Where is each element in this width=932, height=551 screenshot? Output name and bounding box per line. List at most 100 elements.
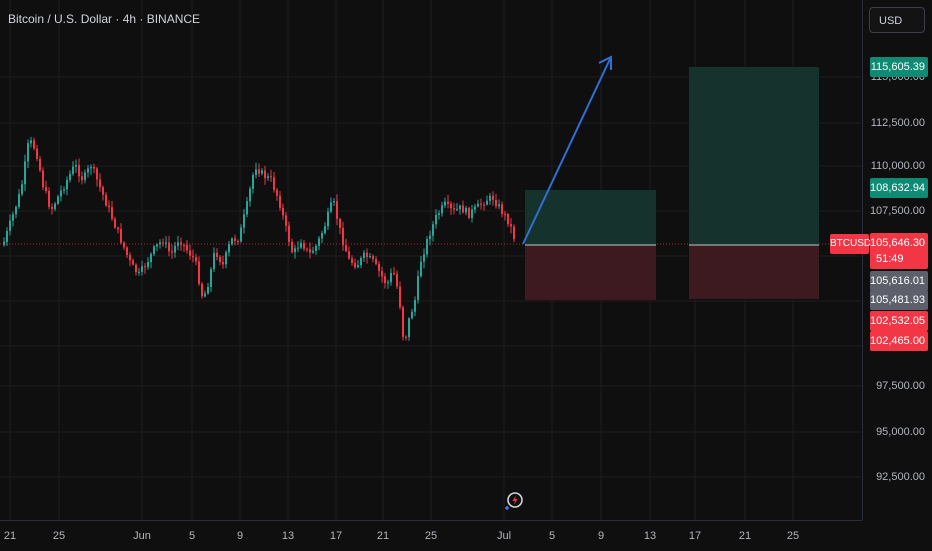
candle-body xyxy=(471,209,473,218)
replay-icon[interactable] xyxy=(505,489,525,511)
candle-body xyxy=(480,203,482,205)
time-axis-label: Jun xyxy=(133,530,151,542)
candle-body xyxy=(9,220,11,231)
time-axis-label: 13 xyxy=(643,530,657,542)
candle-body xyxy=(144,266,146,268)
candle-body xyxy=(123,242,125,248)
candle-body xyxy=(75,165,77,167)
candlestick-series[interactable] xyxy=(3,136,515,341)
candle-body xyxy=(162,242,164,244)
candle-body xyxy=(279,195,281,208)
candle-body xyxy=(78,165,80,177)
time-axis-label: 9 xyxy=(236,530,244,542)
candle-body xyxy=(354,262,356,268)
candle-body xyxy=(261,170,263,174)
symbol-title[interactable]: Bitcoin / U.S. Dollar · 4h · BINANCE xyxy=(8,12,201,26)
candle-body xyxy=(225,252,227,265)
time-axis-label: 21 xyxy=(376,530,390,542)
candle-body xyxy=(441,205,443,214)
candle-body xyxy=(366,252,368,258)
candle-body xyxy=(90,166,92,169)
entry-alt-price-tag: 108,632.94 xyxy=(870,178,928,198)
candle-body xyxy=(186,245,188,251)
candle-body xyxy=(267,176,269,179)
candle-body xyxy=(57,196,59,204)
candle-body xyxy=(348,251,350,259)
candle-body xyxy=(396,273,398,287)
candle-body xyxy=(459,205,461,210)
time-axis-label: 17 xyxy=(688,530,702,542)
candle-body xyxy=(507,213,509,225)
candle-body xyxy=(195,257,197,262)
time-axis-label: 5 xyxy=(548,530,556,542)
candle-body xyxy=(276,189,278,196)
price-axis[interactable]: 115,000.00 112,500.00 110,000.00 107,500… xyxy=(862,0,932,520)
candle-body xyxy=(243,214,245,228)
stop-b-price-tag: 102,465.00 xyxy=(870,331,928,351)
candle-body xyxy=(450,203,452,209)
candle-body xyxy=(327,211,329,227)
candle-body xyxy=(174,245,176,253)
candle-body xyxy=(432,224,434,236)
candle-body xyxy=(489,195,491,201)
target-price-tag: 115,605.39 xyxy=(870,57,928,77)
candle-body xyxy=(252,174,254,189)
chart-area[interactable]: Bitcoin / U.S. Dollar · 4h · BINANCE xyxy=(0,0,862,520)
candle-body xyxy=(69,173,71,180)
candle-body xyxy=(120,229,122,243)
loss-zone-1[interactable] xyxy=(525,245,656,300)
candle-body xyxy=(30,140,32,144)
candle-body xyxy=(153,246,155,254)
candle-body xyxy=(228,244,230,253)
time-axis-label: 9 xyxy=(597,530,605,542)
candle-body xyxy=(453,208,455,210)
candle-body xyxy=(114,218,116,228)
candle-body xyxy=(60,190,62,197)
candle-body xyxy=(375,259,377,264)
candle-body xyxy=(363,252,365,258)
loss-zone-2[interactable] xyxy=(689,245,819,299)
time-axis-label: 13 xyxy=(281,530,295,542)
candle-body xyxy=(213,252,215,270)
trend-arrow[interactable] xyxy=(522,55,612,245)
candle-body xyxy=(297,247,299,249)
candle-body xyxy=(495,200,497,207)
candle-body xyxy=(111,207,113,219)
candle-body xyxy=(42,170,44,188)
candle-body xyxy=(192,255,194,258)
candle-body xyxy=(498,204,500,207)
price-chart[interactable] xyxy=(0,0,862,520)
candle-body xyxy=(318,238,320,246)
candle-body xyxy=(435,214,437,225)
candle-body xyxy=(294,248,296,253)
time-axis[interactable]: 21 25 Jun 5 9 13 17 21 25 Jul 5 9 13 17 … xyxy=(0,520,862,551)
profit-zone-1[interactable] xyxy=(525,190,656,245)
candle-body xyxy=(255,169,257,175)
profit-zone-2[interactable] xyxy=(689,67,819,245)
candle-body xyxy=(135,264,137,273)
symbol-tag: BTCUSD xyxy=(830,234,871,254)
candle-body xyxy=(96,168,98,180)
candle-body xyxy=(222,262,224,265)
candle-body xyxy=(282,207,284,216)
candle-body xyxy=(12,214,14,221)
candle-body xyxy=(159,242,161,245)
candle-body xyxy=(63,189,65,191)
candle-body xyxy=(240,227,242,242)
currency-button[interactable]: USD xyxy=(869,7,925,33)
time-axis-label: 5 xyxy=(188,530,196,542)
candle-body xyxy=(36,148,38,159)
candle-body xyxy=(147,261,149,268)
candle-body xyxy=(414,299,416,312)
time-axis-label: 25 xyxy=(786,530,800,542)
candle-body xyxy=(183,244,185,246)
candle-body xyxy=(384,276,386,284)
candle-body xyxy=(168,242,170,252)
candle-body xyxy=(357,265,359,268)
candle-body xyxy=(156,244,158,247)
candle-body xyxy=(264,170,266,179)
time-axis-label: 17 xyxy=(329,530,343,542)
candle-body xyxy=(72,166,74,174)
candle-body xyxy=(24,161,26,185)
candle-body xyxy=(249,188,251,202)
